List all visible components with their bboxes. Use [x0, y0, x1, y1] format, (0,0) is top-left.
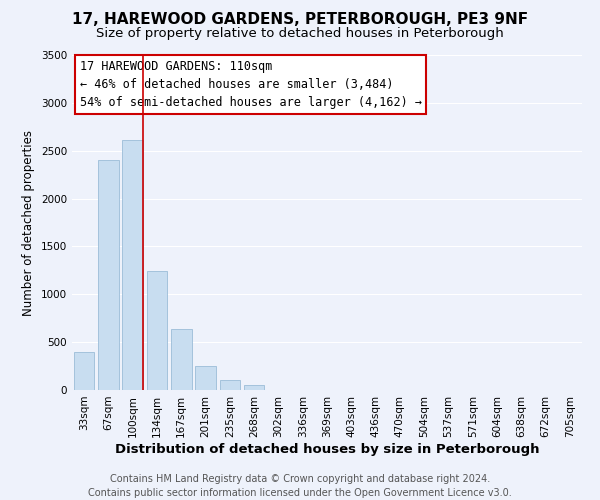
- Bar: [171, 328, 191, 390]
- X-axis label: Distribution of detached houses by size in Peterborough: Distribution of detached houses by size …: [115, 442, 539, 456]
- Text: 17 HAREWOOD GARDENS: 110sqm
← 46% of detached houses are smaller (3,484)
54% of : 17 HAREWOOD GARDENS: 110sqm ← 46% of det…: [80, 60, 422, 109]
- Bar: [195, 366, 216, 390]
- Bar: [220, 380, 240, 390]
- Text: Contains HM Land Registry data © Crown copyright and database right 2024.
Contai: Contains HM Land Registry data © Crown c…: [88, 474, 512, 498]
- Bar: [74, 352, 94, 390]
- Bar: [122, 140, 143, 390]
- Text: 17, HAREWOOD GARDENS, PETERBOROUGH, PE3 9NF: 17, HAREWOOD GARDENS, PETERBOROUGH, PE3 …: [72, 12, 528, 28]
- Bar: [98, 160, 119, 390]
- Y-axis label: Number of detached properties: Number of detached properties: [22, 130, 35, 316]
- Bar: [244, 385, 265, 390]
- Text: Size of property relative to detached houses in Peterborough: Size of property relative to detached ho…: [96, 28, 504, 40]
- Bar: [146, 272, 167, 390]
